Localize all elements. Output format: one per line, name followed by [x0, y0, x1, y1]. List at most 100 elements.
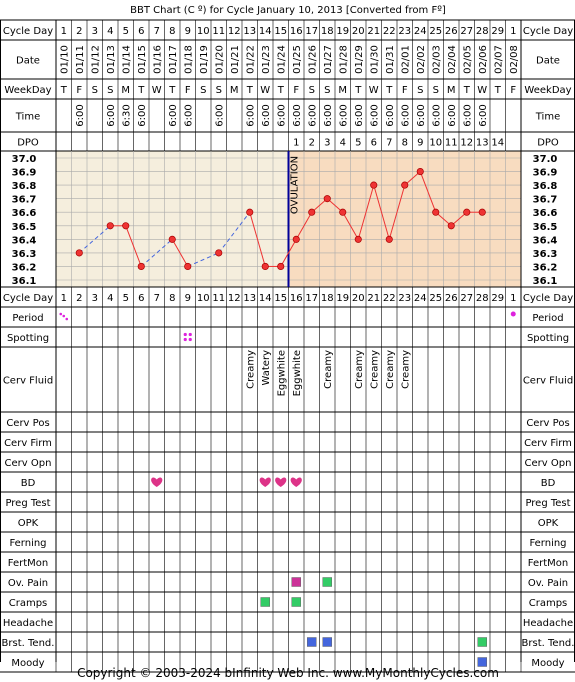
cerv-fluid-label: Watery [261, 350, 272, 386]
cell-time: 6:00 [214, 104, 225, 126]
cell-cycle-day-2: 17 [305, 293, 318, 304]
brst-tend-marker [322, 637, 332, 647]
cell-time: 6:00 [261, 104, 272, 126]
cell-cycle-day-2: 14 [259, 293, 272, 304]
cell-dpo: 5 [355, 138, 361, 149]
cell-date: 01/18 [183, 45, 194, 74]
cell-time: 6:00 [462, 104, 473, 126]
cell-date: 02/03 [431, 45, 442, 74]
cell-dpo: 1 [293, 138, 299, 149]
cell-time: 6:00 [447, 104, 458, 126]
cell-weekday: T [168, 85, 176, 96]
row-label-cycle_day: Cycle Day [3, 26, 53, 37]
cell-cycle_day: 7 [154, 26, 160, 37]
cell-cycle_day: 15 [274, 26, 287, 37]
cell-weekday: S [433, 85, 439, 96]
row-label-cramps: Cramps [9, 598, 48, 609]
row-label-right-brst-tend: Brst. Tend. [522, 638, 575, 649]
cell-cycle_day: 10 [197, 26, 210, 37]
temp-line [357, 184, 375, 240]
cell-weekday: F [402, 85, 408, 96]
cell-weekday: T [385, 85, 393, 96]
period-spotting-dot [62, 314, 66, 318]
cell-date: 02/01 [400, 45, 411, 74]
cell-time: 6:00 [245, 104, 256, 126]
row-label-right-cerv-opn: Cerv Opn [525, 458, 572, 469]
cell-cycle-day-2: 1 [61, 293, 67, 304]
cell-weekday: S [417, 85, 423, 96]
cell-date: 02/06 [478, 45, 489, 74]
cerv-fluid-label: Eggwhite [292, 350, 303, 396]
cell-weekday: F [293, 85, 299, 96]
temp-line [249, 212, 266, 267]
cell-cycle-day-2: 27 [460, 293, 473, 304]
temp-point [122, 222, 130, 230]
temp-point [184, 262, 192, 270]
period-spotting-dot [65, 317, 69, 321]
cell-date: 01/27 [323, 45, 334, 74]
cell-cycle_day: 11 [212, 26, 225, 37]
row-label-cerv-firm: Cerv Firm [4, 438, 52, 449]
cell-cycle-day-2: 20 [352, 293, 365, 304]
cell-cycle-day-2: 8 [169, 293, 175, 304]
y-tick-label: 36.9 [12, 168, 37, 179]
cell-time: 6:00 [338, 104, 349, 126]
cell-cycle_day: 18 [321, 26, 334, 37]
cell-time: 6:00 [168, 104, 179, 126]
temp-point [416, 168, 424, 176]
cell-cycle_day: 13 [243, 26, 256, 37]
cell-date: 01/25 [292, 45, 303, 74]
row-label-right-cycle_day: Cycle Day [523, 26, 573, 37]
cell-date: 01/28 [338, 45, 349, 74]
cerv-fluid-label: Creamy [354, 350, 365, 389]
cell-cycle-day-2: 9 [185, 293, 191, 304]
temp-point [478, 208, 486, 216]
temp-point [137, 262, 145, 270]
cramps-marker [291, 597, 301, 607]
y-tick-label: 36.2 [12, 262, 37, 273]
cell-weekday: M [121, 85, 130, 96]
cell-weekday: T [137, 85, 145, 96]
cell-cycle_day: 20 [352, 26, 365, 37]
bd-heart-marker [290, 477, 302, 487]
cell-cycle_day: 26 [445, 26, 458, 37]
row-label-moody: Moody [11, 658, 44, 669]
ovulation-label: OVULATION [290, 156, 301, 214]
y-tick-label: 36.5 [12, 222, 37, 233]
cell-time: 6:00 [75, 104, 86, 126]
moody-marker [477, 657, 487, 667]
cell-weekday: S [324, 85, 330, 96]
cell-cycle_day: 14 [259, 26, 272, 37]
cell-date: 01/15 [137, 45, 148, 74]
cell-weekday: F [510, 85, 516, 96]
y-tick-label: 36.8 [12, 181, 37, 192]
row-label-cerv-opn: Cerv Opn [5, 458, 52, 469]
cell-cycle_day: 22 [383, 26, 396, 37]
temp-line [125, 225, 142, 267]
cell-cycle_day: 29 [491, 26, 504, 37]
temp-line [388, 184, 406, 240]
cerv-fluid-label: Creamy [323, 350, 334, 389]
cell-cycle-day-2: 24 [414, 293, 427, 304]
cell-date: 01/10 [59, 45, 70, 74]
cell-time: 6:00 [478, 104, 489, 126]
cell-weekday: M [447, 85, 456, 96]
cell-time: 6:00 [183, 104, 194, 126]
cell-dpo: 8 [402, 138, 408, 149]
row-label-right-preg-test: Preg Test [525, 498, 570, 509]
y-tick-label: 36.7 [12, 195, 37, 206]
ov-pain-marker [291, 577, 301, 587]
ov-pain-marker [322, 577, 332, 587]
row-label-right-dpo: DPO [537, 138, 559, 149]
row-label-right-ferning: Ferning [529, 538, 566, 549]
pre-ovulation-bg [56, 151, 289, 287]
temp-line [171, 239, 189, 267]
cell-weekday: F [185, 85, 191, 96]
row-label-right-period: Period [532, 313, 563, 324]
cell-cycle_day: 3 [92, 26, 98, 37]
cell-cycle_day: 1 [61, 26, 67, 37]
cerv-fluid-label: Creamy [369, 350, 380, 389]
y-tick-label-right: 36.9 [533, 168, 558, 179]
